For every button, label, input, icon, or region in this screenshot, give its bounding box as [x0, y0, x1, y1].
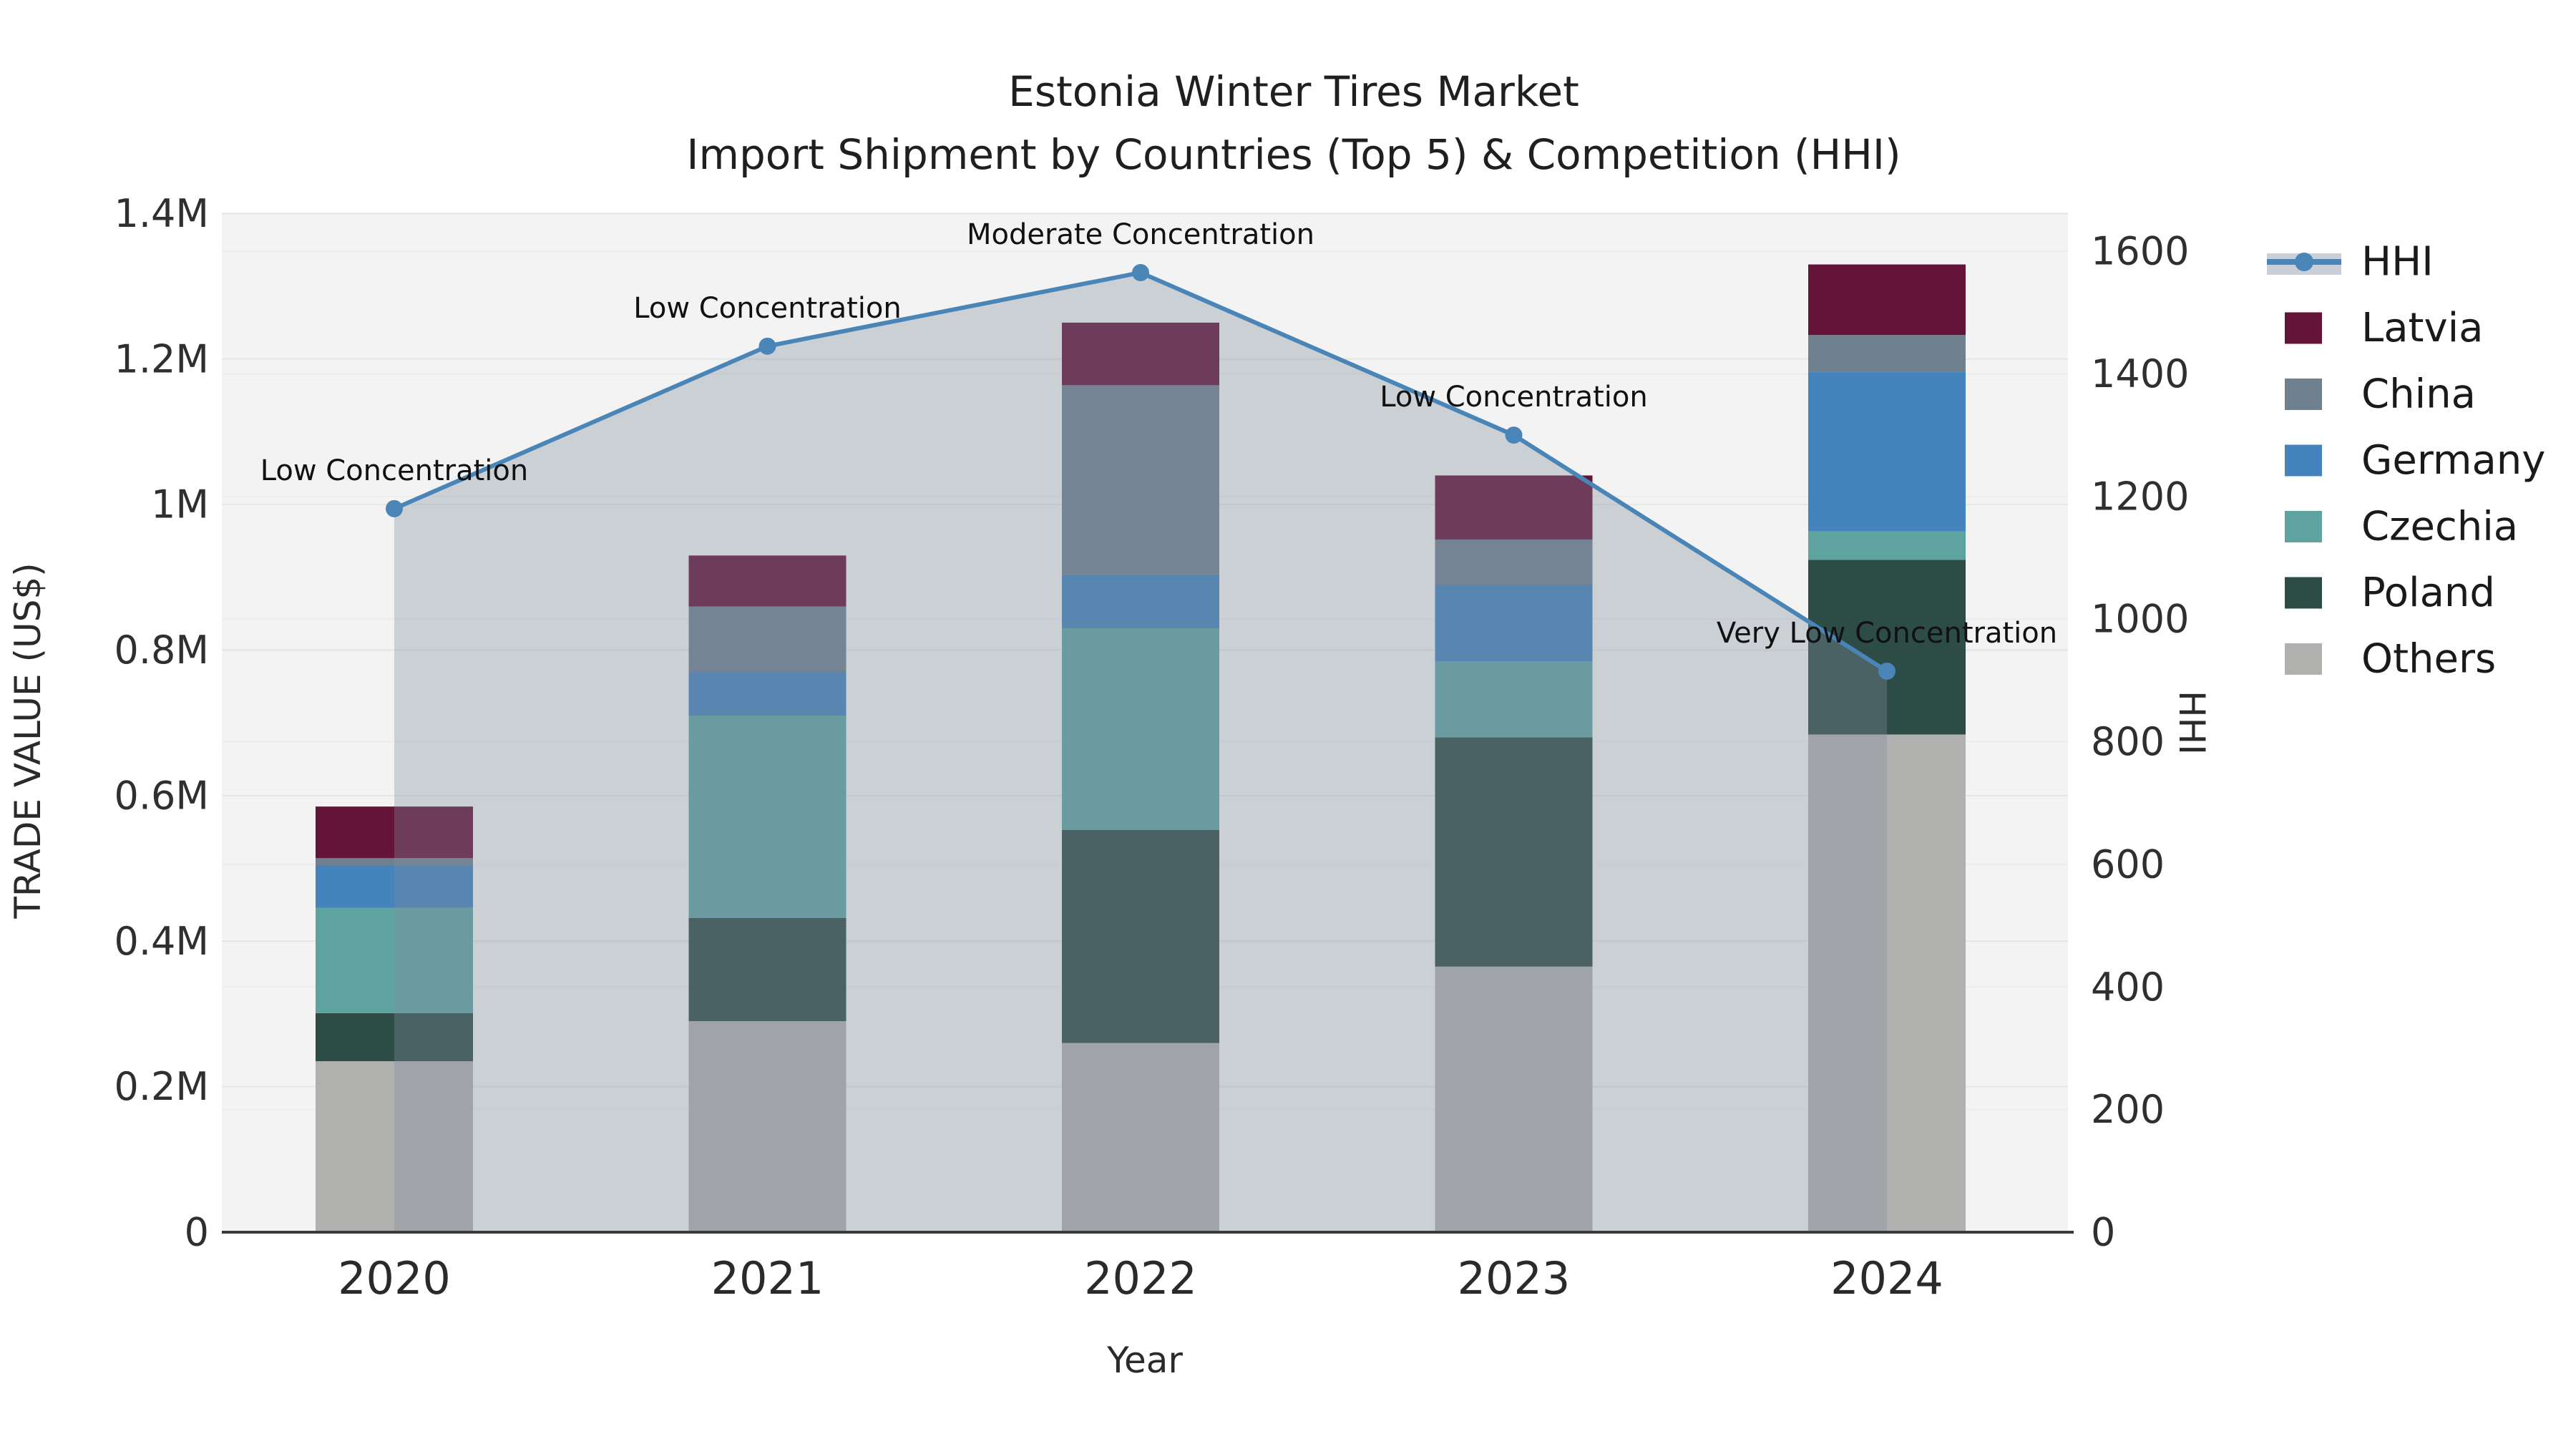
y-right-tick-1400: 1400	[2091, 351, 2189, 396]
legend-label-czechia: Czechia	[2361, 504, 2518, 550]
x-tick-2020: 2020	[338, 1252, 451, 1304]
y-left-tick-0.8M: 0.8M	[114, 628, 209, 673]
legend-swatch-czechia	[2285, 511, 2322, 542]
bar-segment-2021-czechia[interactable]	[688, 716, 847, 918]
bar-segment-2024-china[interactable]	[1808, 335, 1966, 373]
y-right-tick-600: 600	[2091, 841, 2165, 887]
legend-label-others: Others	[2361, 636, 2496, 683]
chart-title-line2: Import Shipment by Countries (Top 5) & C…	[686, 130, 1901, 179]
x-tick-2023: 2023	[1458, 1252, 1571, 1304]
y-left-tick-0.4M: 0.4M	[114, 919, 209, 964]
bar-segment-2024-czechia[interactable]	[1808, 531, 1966, 560]
legend-item-hhi[interactable]: HHI	[2267, 239, 2434, 286]
legend-item-latvia[interactable]: Latvia	[2285, 305, 2484, 351]
legend-label-china: China	[2361, 371, 2476, 418]
legend-swatch-germany	[2285, 444, 2322, 477]
legend-label-latvia: Latvia	[2361, 305, 2484, 351]
bar-segment-2023-others[interactable]	[1435, 966, 1593, 1232]
y-right-tick-1600: 1600	[2091, 229, 2189, 274]
legend-item-germany[interactable]: Germany	[2285, 437, 2545, 484]
legend-hhi-marker-icon	[2295, 253, 2313, 271]
bar-segment-2021-latvia[interactable]	[688, 555, 847, 607]
legend-label-poland: Poland	[2361, 570, 2495, 616]
bar-segment-2021-poland[interactable]	[688, 917, 847, 1022]
y-axis-right-title: HHI	[2171, 691, 2212, 755]
bar-segment-2023-china[interactable]	[1435, 539, 1593, 585]
bar-segment-2021-germany[interactable]	[688, 672, 847, 716]
legend-item-others[interactable]: Others	[2285, 636, 2496, 683]
hhi-area-fill	[394, 272, 1887, 1233]
bar-segment-2024-germany[interactable]	[1808, 372, 1966, 532]
y-left-tick-1.4M: 1.4M	[114, 191, 209, 236]
y-left-tick-1.2M: 1.2M	[114, 336, 209, 381]
y-right-tick-1000: 1000	[2091, 597, 2189, 642]
bar-segment-2021-others[interactable]	[688, 1021, 847, 1232]
x-tick-2021: 2021	[711, 1252, 824, 1304]
y-left-tick-0: 0	[185, 1210, 209, 1255]
bar-segment-2022-china[interactable]	[1062, 385, 1219, 575]
chart-render-root: Low Concentration Low Concentration Modera…	[114, 191, 2546, 1304]
x-tick-2024: 2024	[1830, 1252, 1943, 1304]
hhi-marker-2022[interactable]	[1132, 263, 1149, 281]
hhi-marker-2020[interactable]	[386, 499, 403, 517]
legend-swatch-others	[2285, 643, 2322, 675]
bar-segment-2020-poland[interactable]	[316, 1013, 473, 1062]
bar-segment-2022-czechia[interactable]	[1062, 628, 1219, 830]
y-left-tick-0.6M: 0.6M	[114, 773, 209, 818]
bar-segment-2020-latvia[interactable]	[316, 806, 473, 859]
bar-segment-2020-others[interactable]	[316, 1061, 473, 1232]
bar-segment-2022-poland[interactable]	[1062, 829, 1219, 1043]
bar-segment-2022-germany[interactable]	[1062, 574, 1219, 629]
bar-segment-2023-germany[interactable]	[1435, 584, 1593, 662]
bar-segment-2024-others[interactable]	[1808, 734, 1966, 1232]
y-right-tick-200: 200	[2091, 1087, 2165, 1132]
hhi-marker-2024[interactable]	[1878, 662, 1896, 680]
legend-item-china[interactable]: China	[2285, 371, 2476, 418]
annotation-2021: Low Concentration	[633, 292, 901, 325]
hhi-marker-2021[interactable]	[758, 337, 776, 355]
annotation-2020: Low Concentration	[260, 454, 528, 487]
legend-label-hhi: HHI	[2361, 239, 2434, 286]
bar-segment-2024-latvia[interactable]	[1808, 264, 1966, 336]
bar-segment-2021-china[interactable]	[688, 606, 847, 673]
bar-segment-2020-germany[interactable]	[316, 865, 473, 908]
y-left-tick-1M: 1M	[151, 482, 209, 527]
bar-segment-2023-czechia[interactable]	[1435, 661, 1593, 738]
chart-title-line1: Estonia Winter Tires Market	[1008, 67, 1579, 116]
legend-swatch-poland	[2285, 577, 2322, 609]
y-left-tick-0.2M: 0.2M	[114, 1064, 209, 1109]
bar-segment-2020-czechia[interactable]	[316, 907, 473, 1013]
bar-segment-2020-china[interactable]	[316, 858, 473, 866]
hhi-marker-2023[interactable]	[1505, 426, 1523, 444]
y-axis-left-title: TRADE VALUE (US$)	[7, 562, 49, 919]
bar-segment-2023-poland[interactable]	[1435, 737, 1593, 967]
legend-swatch-china	[2285, 379, 2322, 410]
x-tick-2022: 2022	[1084, 1252, 1197, 1304]
y-right-tick-1200: 1200	[2091, 474, 2189, 519]
annotation-2022: Moderate Concentration	[967, 218, 1314, 251]
bar-segment-2022-latvia[interactable]	[1062, 322, 1219, 386]
y-right-tick-400: 400	[2091, 965, 2165, 1010]
y-right-tick-800: 800	[2091, 719, 2165, 764]
y-right-tick-0: 0	[2091, 1210, 2115, 1255]
bar-segment-2023-latvia[interactable]	[1435, 475, 1593, 540]
bar-segment-2022-others[interactable]	[1062, 1043, 1219, 1232]
legend-label-germany: Germany	[2361, 437, 2545, 484]
legend-swatch-latvia	[2285, 312, 2322, 344]
legend-item-czechia[interactable]: Czechia	[2285, 504, 2518, 550]
legend-item-poland[interactable]: Poland	[2285, 570, 2495, 616]
x-axis-title: Year	[1106, 1340, 1183, 1381]
annotation-2023: Low Concentration	[1380, 381, 1647, 414]
annotation-2024: Very Low Concentration	[1717, 617, 2057, 650]
bar-segment-2024-poland[interactable]	[1808, 560, 1966, 735]
